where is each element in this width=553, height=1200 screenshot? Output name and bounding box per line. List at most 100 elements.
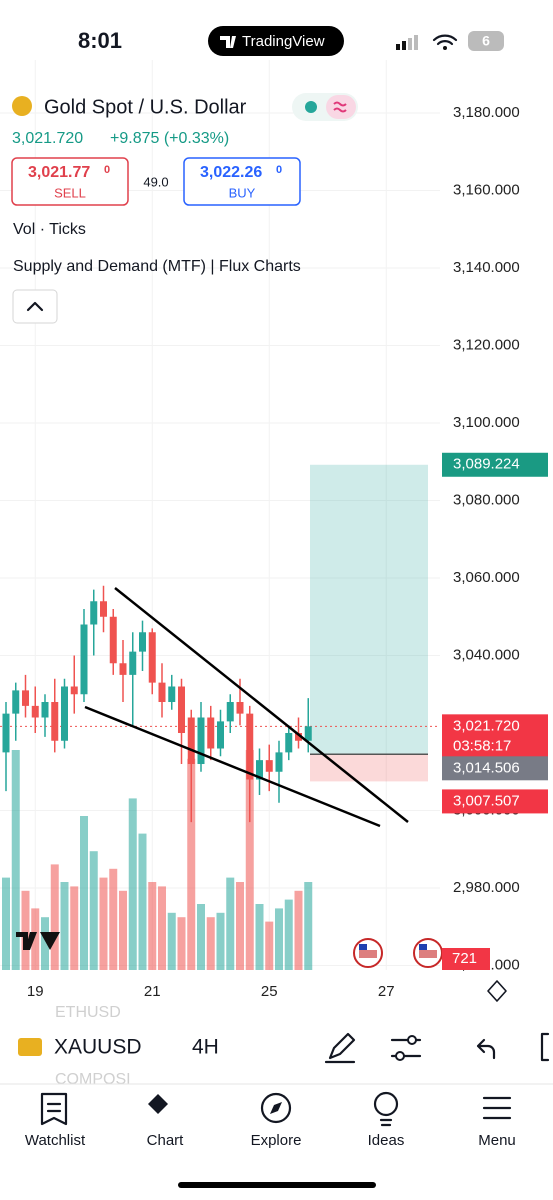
sell-button[interactable] [11,157,129,206]
spread: 49.0 [143,174,168,189]
target-tag-bg [442,452,548,477]
buy-button[interactable] [183,157,301,206]
y-tick-label: 3,140.000 [453,259,520,276]
sell-label: SELL [54,185,86,200]
app-pill [208,26,344,56]
chart [0,60,443,970]
candle-body [168,686,176,703]
gold-icon [12,96,32,116]
settings-icon[interactable] [487,980,507,1002]
candle-body [207,717,215,749]
ticker-icon [18,1038,42,1056]
target-tag: 3,089.224 [453,456,520,473]
x-tick-label: 27 [378,983,395,1000]
volume-bar [138,833,147,970]
volume-bar [31,908,40,970]
tab-label: Watchlist [25,1132,86,1149]
explore-icon[interactable] [260,1092,292,1124]
volume-bar [187,758,196,970]
candle-body [148,632,156,683]
candle-body [51,702,59,741]
symbol-name: Gold Spot / U.S. Dollar [44,96,247,118]
battery [468,31,504,51]
ticker[interactable]: XAUUSD [54,1036,142,1059]
entry-tag: 3,014.506 [453,759,520,776]
menu-icon[interactable] [482,1096,512,1120]
wifi-dot [443,46,447,50]
stop-tag-bg [442,789,548,814]
candle-body [178,686,185,734]
candle-body [236,702,244,714]
last-price: 3,021.720 [12,130,83,147]
volume-bar [197,904,205,970]
candle-body [2,713,10,753]
buy-price-sup: 0 [276,164,282,176]
draw-icon[interactable] [324,1032,356,1064]
volume-bar [255,904,264,970]
candle-body [187,717,195,765]
home-indicator [178,1182,376,1188]
candle-body [90,601,98,625]
compass-needle [270,1102,282,1114]
tab-label: Ideas [368,1132,405,1149]
event-flag-stripe [359,950,377,958]
slider-knob [395,1051,405,1061]
buy-label: BUY [229,185,256,200]
bulb-base [379,1118,393,1127]
tab-label: Chart [147,1132,185,1149]
volume-bar [158,886,166,970]
volume-bar [148,882,157,970]
volume-bar [236,882,244,970]
entry-tag-bg [442,756,548,781]
ideas-icon[interactable] [373,1091,399,1117]
sell-price: 3,021.77 [28,164,90,181]
volume-bar [21,890,30,970]
tab-label: Menu [478,1132,516,1149]
candle-body [285,733,293,753]
volume-bar [2,877,10,970]
candle-body [41,702,49,718]
volume-tag-bg [442,948,490,970]
status-dot [305,101,317,113]
buy-price: 3,022.26 [200,164,262,181]
candle-body [119,663,127,675]
collapse-button[interactable] [12,289,58,324]
volume-bar [89,851,98,970]
more-icon[interactable] [540,1032,550,1062]
slider-knob [407,1035,417,1045]
app-name: TradingView [242,33,325,50]
volume-bar [245,750,254,970]
watchlist-icon[interactable] [40,1092,68,1126]
trend-line [84,705,381,828]
y-tick-label: 3,180.000 [453,104,520,121]
candle-body [246,713,254,780]
y-tick-label: 3,060.000 [453,569,520,586]
candle-body [217,721,224,749]
x-tick-label: 25 [261,983,278,1000]
volume-bar [206,917,215,970]
volume-bar [265,921,274,970]
y-tick-label: 2,980.000 [453,879,520,896]
y-tick-label: 3,120.000 [453,336,520,353]
candle-body [304,726,312,741]
chart-icon[interactable] [148,1094,168,1114]
volume-bar [41,917,49,970]
candle-body [295,733,302,741]
time-axis [0,971,553,1011]
price-change: +9.875 (+0.33%) [110,130,229,147]
candle-body [158,682,166,703]
undo-icon[interactable] [476,1038,496,1060]
target-zone [310,464,428,755]
tab-labels: Watchlist Chart Explore Ideas Menu [25,1132,516,1149]
volume-bar [167,912,176,970]
trend-line [114,587,409,823]
candle-body [61,686,68,741]
volume-bar [80,816,88,970]
volume-tag: 721 [452,950,477,967]
candle-body [109,616,117,664]
interval[interactable]: 4H [192,1036,219,1059]
chevron-up [26,301,44,312]
volume-bar [99,877,108,970]
volume-bar [216,912,225,970]
candle-body [12,690,20,714]
